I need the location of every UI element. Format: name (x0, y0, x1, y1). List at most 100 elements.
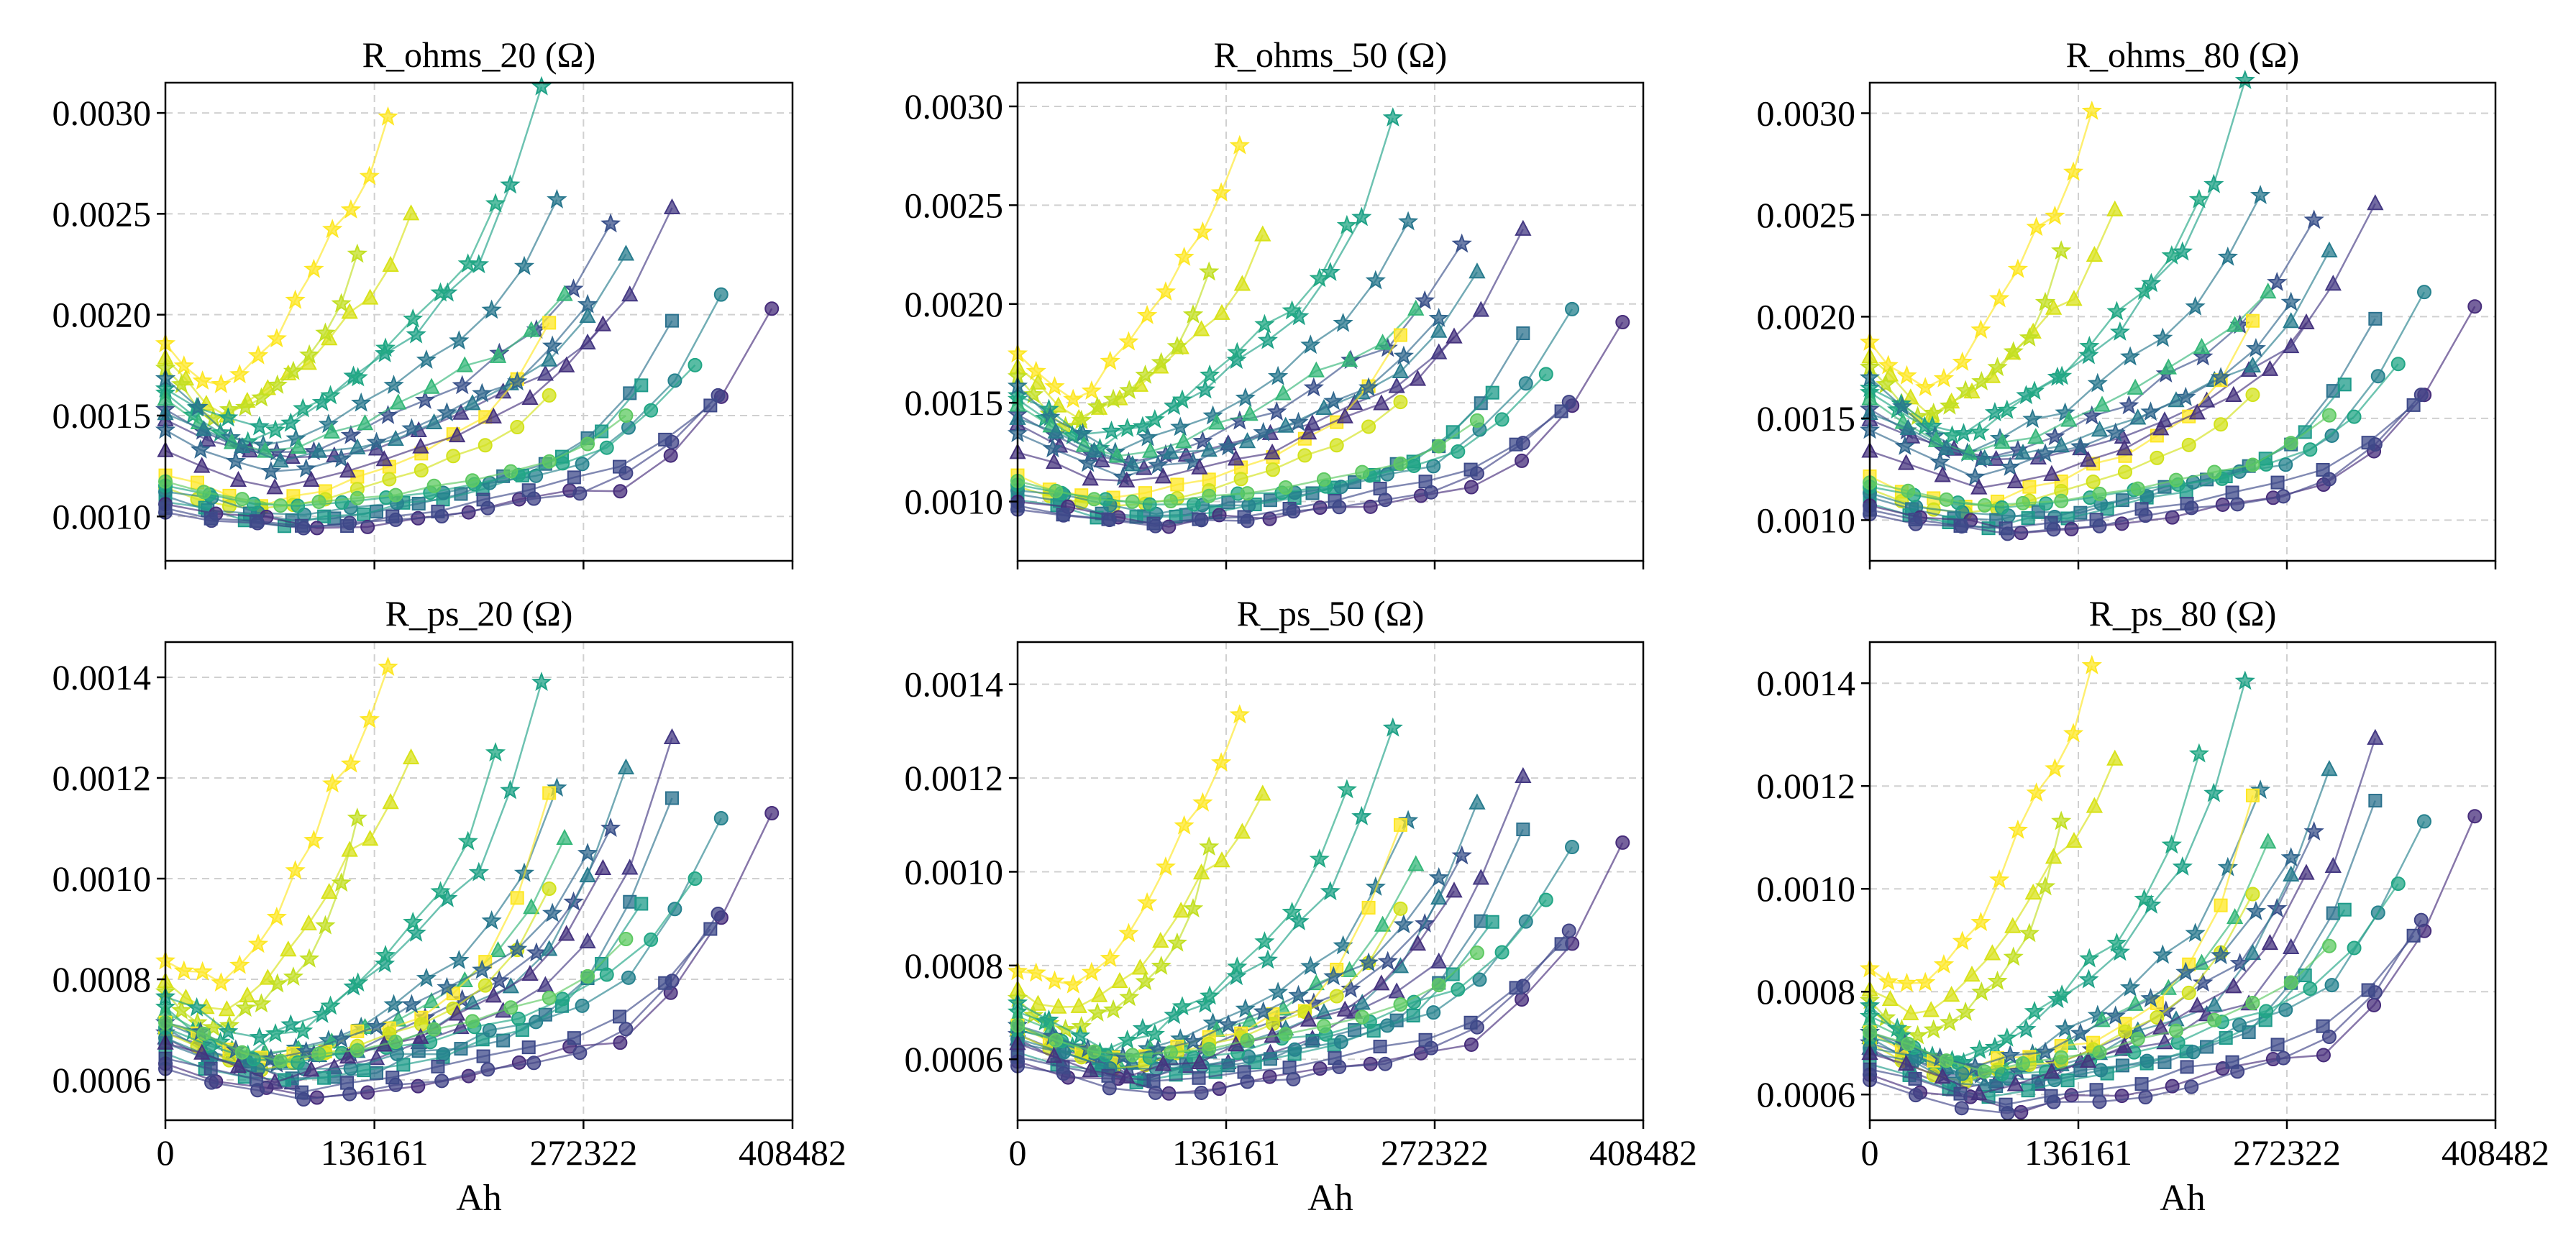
axes-frame (164, 641, 794, 1122)
data-point (406, 922, 426, 942)
x-tick-label: 0 (157, 1132, 175, 1173)
data-point (2225, 485, 2239, 500)
data-point (2172, 241, 2193, 261)
data-point (414, 389, 436, 409)
data-point (2283, 436, 2298, 451)
data-point (1042, 438, 1063, 458)
x-tick-label: 272322 (529, 1132, 637, 1173)
data-point (1155, 856, 1177, 876)
data-point (1380, 1018, 1395, 1033)
data-point (1463, 1015, 1478, 1030)
data-point (2079, 336, 2100, 355)
data-point (541, 350, 558, 367)
data-point (340, 753, 362, 773)
data-point (2207, 1012, 2222, 1027)
data-point (1469, 793, 1486, 810)
y-tick-label: 0.0015 (905, 383, 1004, 423)
data-point (192, 961, 213, 981)
data-point (1908, 1071, 1922, 1086)
data-point (2283, 312, 2300, 329)
data-point (1355, 1009, 1370, 1025)
series-cell-22 (1863, 938, 2337, 1079)
data-point (2180, 496, 2194, 510)
data-point (2034, 443, 2056, 463)
data-point (2079, 1051, 2097, 1068)
data-point (644, 932, 659, 947)
data-point (1983, 944, 2001, 961)
data-point (1144, 408, 1165, 429)
series-cell-1 (1859, 100, 2102, 397)
series-cell-22 (1010, 945, 1484, 1063)
data-point (1082, 470, 1099, 486)
data-point (2093, 1063, 2109, 1078)
data-point (1235, 998, 1256, 1018)
data-point (290, 437, 307, 454)
data-point (1081, 961, 1102, 981)
data-point (1515, 453, 1530, 468)
data-point (618, 408, 634, 423)
data-point (234, 1045, 250, 1060)
data-point (521, 1040, 536, 1055)
data-point (1208, 413, 1225, 430)
data-point (1071, 410, 1092, 429)
x-tick-label: 408482 (2442, 1132, 2549, 1173)
data-point (1984, 1036, 2006, 1056)
data-point (2270, 1038, 2285, 1052)
panel-r-ps-80: R_ps_80 (Ω) 0.0006 0.0008 0.0010 0.0012 0.00… (1757, 593, 2550, 1173)
data-point (1254, 931, 1275, 951)
y-tick-label: 0.0025 (1757, 195, 1856, 235)
data-point (1923, 1019, 1944, 1039)
data-point (1316, 1019, 1331, 1034)
data-point (303, 830, 324, 849)
data-point (1554, 404, 1568, 418)
data-point (1445, 327, 1463, 344)
data-point (1118, 331, 1139, 351)
data-point (1953, 1086, 1968, 1101)
data-point (1257, 949, 1278, 969)
data-point (2186, 1045, 2201, 1060)
axes-frame (1016, 641, 1645, 1122)
data-point (1970, 1084, 1988, 1101)
data-point (2337, 902, 2352, 917)
data-point (171, 374, 192, 394)
data-point (2019, 922, 2040, 943)
data-point (511, 1011, 526, 1026)
data-point (1876, 374, 1896, 393)
data-point (366, 431, 387, 452)
data-point (1393, 997, 1408, 1012)
data-point (2210, 367, 2232, 387)
data-point (2316, 1048, 2331, 1063)
data-point (1233, 472, 1248, 487)
data-point (531, 672, 552, 692)
data-point (1182, 898, 1204, 918)
data-point (265, 1023, 286, 1043)
data-point (618, 932, 634, 946)
data-point (1045, 452, 1063, 470)
data-point (1426, 1005, 1441, 1020)
data-point (2283, 938, 2300, 954)
data-point (361, 830, 379, 846)
y-tick-label: 0.0025 (52, 193, 152, 234)
data-point (542, 990, 557, 1005)
data-point (1192, 221, 1213, 241)
data-point (318, 413, 339, 434)
data-point (437, 976, 457, 997)
data-point (1952, 351, 1973, 371)
data-point (416, 349, 437, 369)
data-point (1901, 1036, 1916, 1051)
data-point (456, 356, 473, 372)
data-point (1192, 320, 1210, 336)
data-point (572, 486, 588, 501)
data-point (2270, 475, 2285, 490)
data-point (2181, 985, 2196, 1000)
data-point (2070, 436, 2091, 456)
y-tick-label: 0.0006 (52, 1060, 152, 1100)
data-point (331, 448, 352, 468)
data-point (218, 407, 239, 427)
data-point (503, 464, 519, 479)
data-point (1182, 304, 1204, 324)
data-point (2055, 402, 2075, 422)
data-point (361, 288, 379, 305)
data-point (1329, 438, 1344, 453)
data-point (711, 388, 726, 403)
